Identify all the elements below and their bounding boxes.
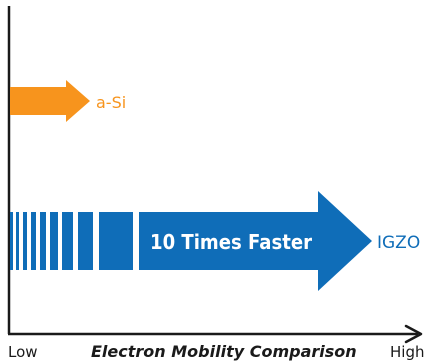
speed-stripe	[31, 212, 36, 270]
asi-label: a-Si	[96, 93, 126, 112]
speed-stripe	[23, 212, 27, 270]
asi-arrow: a-Si	[10, 80, 126, 122]
speed-stripe	[78, 212, 93, 270]
speed-stripe	[16, 212, 19, 270]
x-axis-arrowhead-icon	[404, 324, 423, 344]
axis-title: Electron Mobility Comparison	[91, 342, 357, 361]
axis-low-label: Low	[8, 343, 38, 361]
igzo-arrow: 10 Times Faster IGZO	[10, 191, 420, 291]
speed-stripe	[62, 212, 73, 270]
igzo-arrow-shape	[139, 191, 372, 291]
speed-stripe	[99, 212, 133, 270]
igzo-banner-text: 10 Times Faster	[150, 230, 312, 254]
igzo-label: IGZO	[377, 233, 420, 253]
speed-stripe	[10, 212, 13, 270]
axis-high-label: High	[390, 343, 424, 361]
speed-stripe	[50, 212, 58, 270]
asi-arrow-shape	[10, 80, 90, 122]
speed-stripe	[40, 212, 46, 270]
speed-stripes	[10, 212, 133, 270]
